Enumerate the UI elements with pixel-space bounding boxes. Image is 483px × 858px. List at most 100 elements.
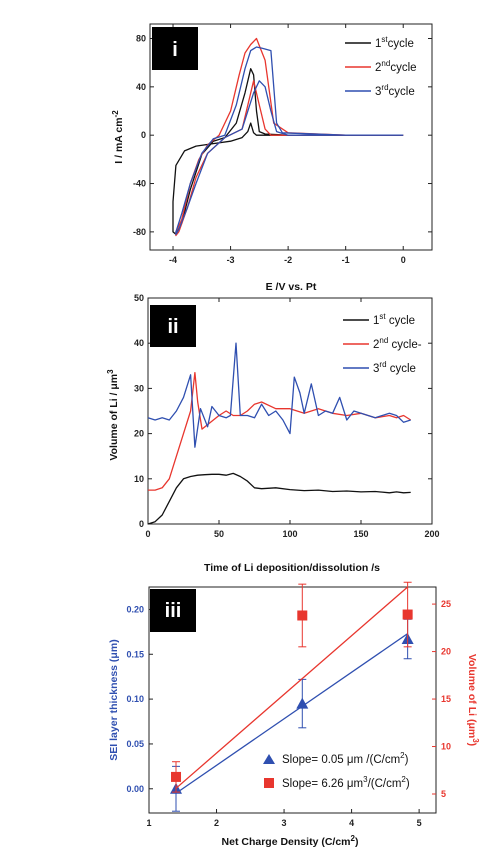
legend-suffix: cycle (388, 38, 414, 50)
right-y-tick-label: 15 (441, 694, 451, 704)
legend-label-3: 3rd cycle (373, 360, 416, 375)
legend-sup: rd (381, 83, 388, 92)
x-tick-label: -1 (342, 255, 350, 265)
x-tick-label: -2 (284, 255, 292, 265)
legend-marker-triangle (263, 754, 275, 764)
legend-sup: nd (381, 59, 390, 68)
panel-i-y-axis-label-main: I / mA cm (113, 117, 125, 163)
panel-i-label-box (152, 27, 198, 70)
legend-part: Slope= 0.05 μm /(C/cm (282, 754, 400, 766)
legend-num: 1 (375, 38, 381, 50)
legend-label-thickness: Slope= 0.05 μm /(C/cm2) (282, 751, 409, 766)
data-point-triangle (296, 697, 309, 709)
panel-iii-left-axis-label: SEI layer thickness (μm) (108, 639, 120, 760)
panel-iii-label: iii (165, 600, 182, 622)
panel-iii-label-box (150, 589, 196, 632)
y-tick-label: -80 (133, 227, 146, 237)
legend-marker-square (264, 778, 274, 788)
x-tick-label: 2 (214, 818, 219, 828)
legend-label-3: 3rdcycle (375, 83, 415, 98)
legend-label-volume: Slope= 6.26 μm3/(C/cm2) (282, 775, 410, 790)
panel-iii-right-axis-label-main: Volume of Li (μm (466, 654, 478, 738)
panel-iii-x-axis-label: Net Charge Density (C/cm2) (222, 834, 359, 848)
x-tick-label: 0 (401, 255, 406, 265)
panel-ii-label: ii (167, 316, 178, 338)
x-tick-label: 4 (349, 818, 354, 828)
panel-iii-x-axis-label-suffix: ) (355, 836, 359, 848)
series-line-1 (172, 68, 404, 235)
legend-part: ) (405, 754, 409, 766)
x-tick-label: 150 (353, 529, 368, 539)
panel-ii-label-box (150, 305, 196, 347)
panel-ii-plot-area (147, 342, 412, 525)
panel-iii-frame (148, 586, 437, 814)
fit-line-2 (175, 586, 409, 789)
x-tick-label: 50 (214, 529, 224, 539)
legend-num: 1 (373, 315, 379, 327)
legend-label-2: 2ndcycle (375, 59, 417, 74)
legend-sup: st (381, 35, 388, 44)
x-tick-label: 3 (282, 818, 287, 828)
panel-iii-legend: Slope= 0.05 μm /(C/cm2)Slope= 6.26 μm3/(… (263, 751, 410, 790)
legend-part: Slope= 6.26 μm (282, 778, 363, 790)
x-tick-label: 100 (282, 529, 297, 539)
panel-i-label: i (172, 39, 178, 61)
right-y-tick-label: 25 (441, 599, 451, 609)
panel-iii: 1 2 3 4 5 0.00 0.05 0.10 0.15 0.20 5 10 15 20 25 iii S… (108, 581, 480, 848)
legend-sup: rd (379, 360, 386, 369)
right-y-tick-label: 5 (441, 789, 446, 799)
legend-part: ) (406, 778, 410, 790)
panel-ii-y-axis-label-sup: 3 (106, 369, 115, 374)
left-y-tick-label: 0.15 (126, 649, 144, 659)
panel-ii-y-axis-label: Volume of Li / μm3 (106, 369, 120, 461)
panel-ii-legend: 1st cycle 2nd cycle- 3rd cycle (343, 312, 422, 375)
left-y-tick-label: 0.05 (126, 739, 144, 749)
legend-num: 2 (373, 339, 379, 351)
y-tick-label: 20 (134, 429, 144, 439)
legend-label-1: 1stcycle (375, 35, 414, 50)
y-tick-label: -40 (133, 179, 146, 189)
legend-num: 3 (373, 363, 379, 375)
legend-num: 3 (375, 86, 381, 98)
fit-line-1 (175, 633, 409, 794)
data-point-square (297, 610, 308, 621)
legend-suffix: cycle- (388, 339, 421, 351)
left-y-tick-label: 0.10 (126, 694, 144, 704)
y-tick-label: 0 (139, 519, 144, 529)
panel-iii-x-axis-label-main: Net Charge Density (C/cm (222, 836, 351, 848)
panel-iii-ticks: 1 2 3 4 5 0.00 0.05 0.10 0.15 0.20 5 10 15 20 25 (126, 599, 451, 828)
legend-part: 3 (363, 775, 368, 784)
panel-iii-x-axis-label-sup: 2 (351, 834, 356, 843)
panel-iii-right-axis-label: Volume of Li (μm3) (466, 654, 480, 746)
x-tick-label: -4 (169, 255, 177, 265)
y-tick-label: 10 (134, 474, 144, 484)
legend-sup: nd (379, 336, 388, 345)
right-y-tick-label: 20 (441, 647, 451, 657)
y-tick-label: 40 (136, 82, 146, 92)
panel-ii-y-axis-label-main: Volume of Li / μm (108, 374, 120, 461)
x-tick-label: -3 (227, 255, 235, 265)
series-line-3 (175, 46, 404, 235)
legend-suffix: cycle (387, 363, 416, 375)
legend-num: 2 (375, 62, 381, 74)
y-tick-label: 0 (141, 130, 146, 140)
y-tick-label: 40 (134, 338, 144, 348)
legend-part: 2 (400, 751, 405, 760)
panel-ii: 0 50 100 150 200 0 10 20 30 40 50 ii 1st cycle 2nd … (106, 293, 440, 574)
data-point-square (171, 771, 182, 782)
legend-part: 2 (401, 775, 406, 784)
y-tick-label: 80 (136, 34, 146, 44)
panel-i-y-axis-label: I / mA cm-2 (111, 110, 125, 164)
series-line-2 (175, 37, 404, 237)
x-tick-label: 200 (424, 529, 439, 539)
x-tick-label: 5 (417, 818, 422, 828)
panel-iii-right-axis-label-sup: 3 (471, 738, 480, 743)
y-tick-label: 50 (134, 293, 144, 303)
series-line-2 (148, 371, 412, 491)
legend-suffix: cycle (390, 62, 416, 74)
legend-label-1: 1st cycle (373, 312, 415, 327)
panel-i-x-axis-label: E /V vs. Pt (266, 281, 317, 293)
panel-ii-ticks: 0 50 100 150 200 0 10 20 30 40 50 (134, 293, 440, 539)
